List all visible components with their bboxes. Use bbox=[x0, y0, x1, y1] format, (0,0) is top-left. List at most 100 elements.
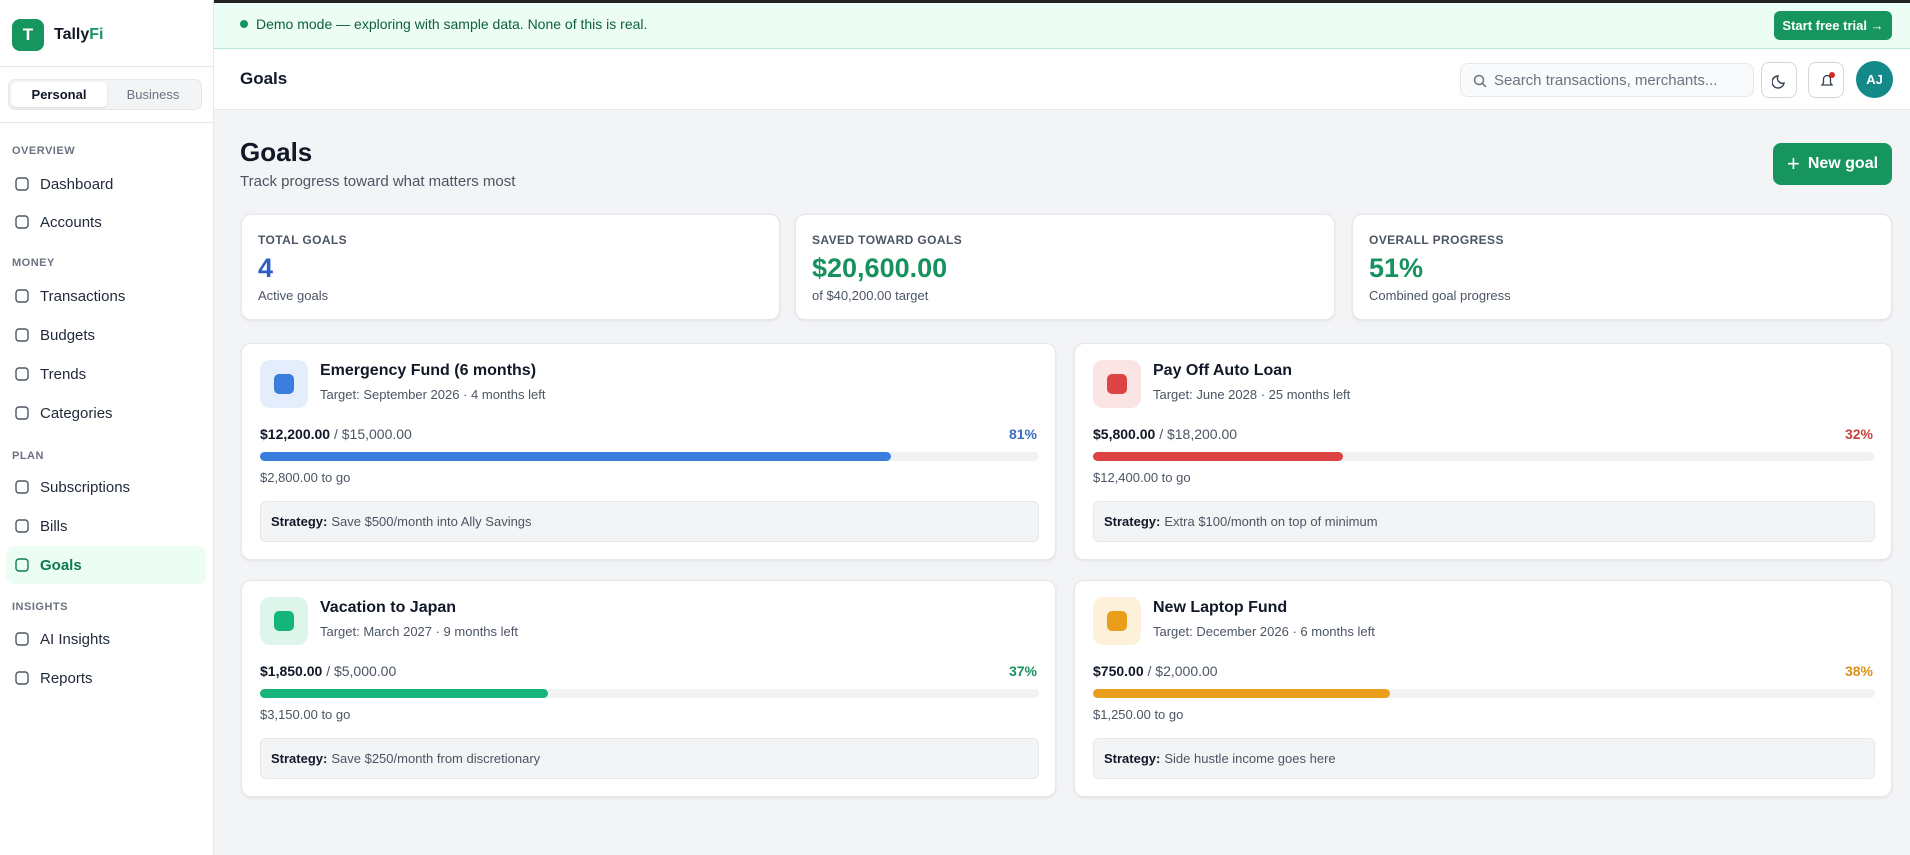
demo-banner: Demo mode — exploring with sample data. … bbox=[214, 0, 1910, 49]
nav-icon bbox=[15, 367, 29, 381]
notifications-button[interactable] bbox=[1808, 62, 1844, 98]
nav-item[interactable]: Goals bbox=[6, 546, 206, 584]
strategy-text: Side hustle income goes here bbox=[1164, 751, 1336, 766]
goal-target: Target: June 2028 · 25 months left bbox=[1153, 387, 1351, 402]
goal-saved: $5,800.00 bbox=[1093, 426, 1156, 442]
goal-target: Target: March 2027 · 9 months left bbox=[320, 624, 518, 639]
goal-target: Target: December 2026 · 6 months left bbox=[1153, 624, 1375, 639]
search-placeholder: Search transactions, merchants... bbox=[1494, 72, 1718, 89]
avatar[interactable]: AJ bbox=[1856, 61, 1893, 98]
progress-bar bbox=[1093, 689, 1391, 698]
search[interactable]: Search transactions, merchants... bbox=[1460, 63, 1754, 97]
new-goal-text: New goal bbox=[1807, 155, 1879, 172]
new-goal-button[interactable]: + New goal bbox=[1773, 143, 1892, 185]
nav-item[interactable]: Accounts bbox=[6, 203, 206, 241]
nav-item[interactable]: Reports bbox=[6, 659, 206, 697]
goal-name: Pay Off Auto Loan bbox=[1153, 362, 1292, 379]
goal-amounts: $750.00 / $2,000.00 bbox=[1093, 663, 1218, 679]
brand-b: Fi bbox=[89, 26, 104, 43]
nav-icon bbox=[15, 289, 29, 303]
logo[interactable]: T bbox=[12, 19, 44, 51]
goal-target: Target: September 2026 · 4 months left bbox=[320, 387, 546, 402]
nav-icon bbox=[15, 558, 29, 572]
theme-button[interactable] bbox=[1761, 62, 1797, 98]
goal-card[interactable]: Emergency Fund (6 months) Target: Septemb… bbox=[241, 343, 1056, 560]
strategy-label: Strategy: bbox=[1104, 514, 1161, 529]
goal-name: New Laptop Fund bbox=[1153, 599, 1288, 616]
goal-total: / $5,000.00 bbox=[326, 663, 397, 679]
header: Goals Search transactions, merchants... … bbox=[214, 49, 1910, 110]
stat-note: Combined goal progress bbox=[1369, 288, 1511, 303]
progress-bar bbox=[1093, 452, 1344, 461]
goal-card[interactable]: Vacation to Japan Target: March 2027 · 9 … bbox=[241, 580, 1056, 797]
plus-icon: + bbox=[1786, 151, 1800, 176]
strategy-label: Strategy: bbox=[1104, 751, 1161, 766]
divider bbox=[0, 122, 213, 123]
strategy-text: Save $500/month into Ally Savings bbox=[331, 514, 532, 529]
brand-a: Tally bbox=[54, 26, 90, 43]
mode-business[interactable]: Business bbox=[126, 87, 180, 102]
goal-name: Vacation to Japan bbox=[320, 599, 457, 616]
nav-section-label: PLAN bbox=[12, 450, 44, 462]
divider bbox=[0, 66, 213, 67]
goal-saved: $750.00 bbox=[1093, 663, 1144, 679]
nav-item[interactable]: Transactions bbox=[6, 277, 206, 315]
goal-to-go: $2,800.00 to go bbox=[260, 470, 351, 485]
search-icon bbox=[1473, 74, 1487, 88]
sidebar: T TallyFi Personal Business OVERVIEW Dash… bbox=[0, 0, 214, 855]
nav-item[interactable]: Subscriptions bbox=[6, 468, 206, 506]
goal-icon-glyph bbox=[1107, 611, 1127, 631]
stat-value: 51% bbox=[1369, 253, 1424, 283]
strategy-text: Extra $100/month on top of minimum bbox=[1164, 514, 1378, 529]
goal-percent: 32% bbox=[1844, 426, 1873, 442]
nav-item[interactable]: Budgets bbox=[6, 316, 206, 354]
stat-note: of $40,200.00 target bbox=[812, 288, 929, 303]
nav-item[interactable]: Bills bbox=[6, 507, 206, 545]
stat-note: Active goals bbox=[258, 288, 329, 303]
banner-text: Demo mode — exploring with sample data. … bbox=[256, 16, 648, 32]
mode-toggle: Personal Business bbox=[8, 79, 202, 110]
strategy-box: Strategy: Extra $100/month on top of mini… bbox=[1093, 501, 1875, 542]
nav-item[interactable]: Categories bbox=[6, 394, 206, 432]
strategy-box: Strategy: Save $250/month from discretion… bbox=[260, 738, 1039, 779]
stat-label: TOTAL GOALS bbox=[258, 233, 348, 247]
nav-icon bbox=[15, 328, 29, 342]
stat-card: SAVED TOWARD GOALS $20,600.00 of $40,200.0… bbox=[795, 214, 1335, 320]
stat-value: 4 bbox=[258, 253, 274, 283]
stat-label: OVERALL PROGRESS bbox=[1369, 233, 1504, 247]
banner-dot bbox=[240, 20, 248, 28]
goal-amounts: $1,850.00 / $5,000.00 bbox=[260, 663, 396, 679]
nav-icon bbox=[15, 406, 29, 420]
goal-saved: $1,850.00 bbox=[260, 663, 323, 679]
nav-icon bbox=[15, 519, 29, 533]
goal-name: Emergency Fund (6 months) bbox=[320, 362, 537, 379]
trial-button[interactable]: Start free trial → bbox=[1774, 11, 1892, 40]
goal-to-go: $3,150.00 to go bbox=[260, 707, 351, 722]
goal-total: / $2,000.00 bbox=[1147, 663, 1218, 679]
progress-track bbox=[1093, 689, 1875, 698]
goal-percent: 38% bbox=[1844, 663, 1873, 679]
stat-label: SAVED TOWARD GOALS bbox=[812, 233, 963, 247]
stat-value: $20,600.00 bbox=[812, 253, 948, 283]
page-subtitle: Track progress toward what matters most bbox=[240, 173, 516, 190]
nav-item[interactable]: Trends bbox=[6, 355, 206, 393]
goal-total: / $15,000.00 bbox=[333, 426, 412, 442]
goal-saved: $12,200.00 bbox=[260, 426, 331, 442]
strategy-text: Save $250/month from discretionary bbox=[331, 751, 541, 766]
mode-personal[interactable]: Personal bbox=[11, 82, 107, 107]
goal-total: / $18,200.00 bbox=[1159, 426, 1238, 442]
header-title: Goals bbox=[240, 69, 288, 88]
goal-to-go: $1,250.00 to go bbox=[1093, 707, 1184, 722]
strategy-box: Strategy: Side hustle income goes here bbox=[1093, 738, 1875, 779]
nav-icon bbox=[15, 480, 29, 494]
goal-card[interactable]: New Laptop Fund Target: December 2026 · 6… bbox=[1074, 580, 1892, 797]
strategy-label: Strategy: bbox=[271, 751, 328, 766]
stat-card: OVERALL PROGRESS 51% Combined goal progres… bbox=[1352, 214, 1892, 320]
nav-item[interactable]: Dashboard bbox=[6, 165, 206, 203]
progress-track bbox=[1093, 452, 1875, 461]
progress-bar bbox=[260, 689, 549, 698]
nav-item[interactable]: AI Insights bbox=[6, 620, 206, 658]
stat-card: TOTAL GOALS 4 Active goals bbox=[241, 214, 780, 320]
goal-card[interactable]: Pay Off Auto Loan Target: June 2028 · 25 … bbox=[1074, 343, 1892, 560]
